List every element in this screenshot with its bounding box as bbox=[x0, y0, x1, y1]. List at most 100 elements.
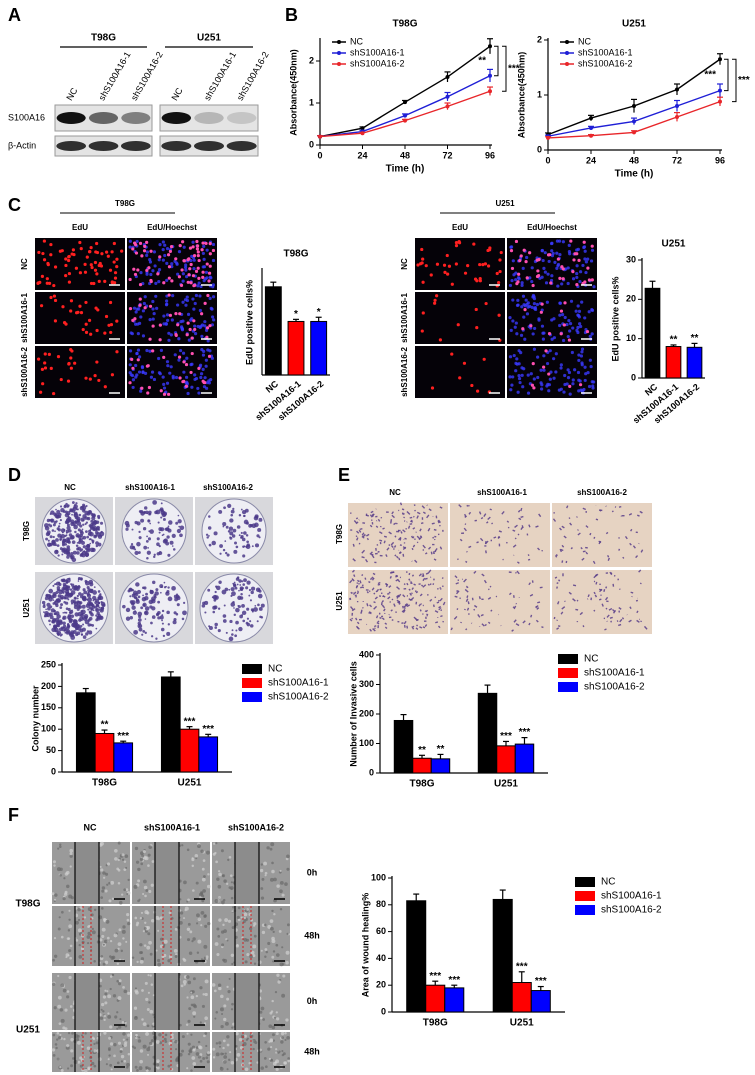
edu-cell bbox=[182, 259, 186, 263]
invaded-cell bbox=[612, 608, 616, 613]
colony bbox=[224, 540, 227, 542]
x-tick-label: 72 bbox=[672, 155, 682, 165]
nucleus bbox=[211, 242, 216, 247]
edu-cell bbox=[162, 281, 166, 285]
invaded-cell bbox=[420, 584, 424, 587]
legend-swatch bbox=[558, 682, 578, 692]
image-column: EdU bbox=[72, 223, 88, 232]
cell-texture bbox=[216, 877, 220, 881]
colony bbox=[67, 551, 69, 554]
colony bbox=[94, 605, 97, 609]
nucleus bbox=[547, 389, 551, 393]
colony bbox=[142, 586, 145, 590]
cell-texture bbox=[81, 1068, 85, 1072]
invaded-cell bbox=[593, 536, 596, 539]
cell-texture bbox=[144, 894, 147, 898]
invaded-cell bbox=[468, 511, 472, 515]
nucleus bbox=[545, 384, 549, 388]
colony bbox=[207, 526, 212, 530]
invaded-cell bbox=[361, 584, 364, 587]
nucleus bbox=[201, 251, 205, 256]
edu-cell bbox=[112, 260, 116, 264]
invaded-cell bbox=[605, 607, 608, 610]
cell-texture bbox=[110, 880, 115, 885]
colony bbox=[157, 600, 161, 604]
cell-texture bbox=[192, 977, 196, 981]
colony bbox=[167, 586, 170, 589]
cell-texture bbox=[282, 974, 286, 978]
cell-texture bbox=[109, 955, 112, 958]
edu-cell bbox=[572, 258, 576, 262]
edu-cell bbox=[70, 349, 74, 353]
cell-texture bbox=[224, 1052, 227, 1055]
cell-texture bbox=[246, 1037, 249, 1040]
nucleus bbox=[154, 281, 158, 285]
cell-texture bbox=[235, 1044, 238, 1048]
colony bbox=[144, 506, 148, 510]
edu-cell bbox=[146, 391, 150, 395]
cell-texture bbox=[271, 861, 274, 865]
nucleus bbox=[163, 243, 167, 247]
bar bbox=[492, 898, 513, 1013]
colony bbox=[223, 506, 226, 510]
nucleus bbox=[586, 371, 590, 375]
invaded-cell bbox=[416, 541, 419, 544]
colony bbox=[48, 588, 54, 594]
nucleus bbox=[578, 379, 582, 383]
cell-texture bbox=[122, 937, 125, 940]
edu-cell bbox=[446, 272, 450, 276]
edu-cell bbox=[49, 366, 53, 370]
cell-texture bbox=[260, 896, 265, 900]
invaded-cell bbox=[450, 627, 453, 631]
colony bbox=[55, 549, 59, 553]
invaded-cell bbox=[407, 525, 411, 529]
invaded-cell bbox=[530, 614, 533, 618]
nucleus bbox=[138, 321, 142, 325]
edu-cell bbox=[416, 263, 420, 267]
invaded-cell bbox=[402, 605, 404, 609]
colony bbox=[99, 593, 102, 596]
invaded-cell bbox=[368, 580, 371, 584]
cell-texture bbox=[180, 984, 184, 988]
cell-texture bbox=[163, 943, 166, 947]
significance: ** bbox=[478, 56, 486, 67]
edu-cell bbox=[89, 246, 93, 250]
colony bbox=[100, 521, 104, 525]
point bbox=[318, 134, 322, 139]
nucleus bbox=[176, 303, 180, 307]
nucleus bbox=[563, 315, 567, 320]
cell-texture bbox=[223, 1060, 227, 1064]
band bbox=[120, 141, 151, 151]
cell-texture bbox=[261, 877, 265, 881]
colony bbox=[46, 594, 52, 599]
edu-cell bbox=[438, 338, 443, 342]
bar bbox=[514, 743, 535, 774]
edu-cell bbox=[147, 385, 152, 390]
invaded-cell bbox=[411, 574, 415, 577]
invaded-cell bbox=[352, 591, 357, 595]
nucleus bbox=[554, 370, 558, 374]
nucleus bbox=[580, 361, 584, 365]
x-tick-label: 24 bbox=[586, 155, 596, 165]
cell-texture bbox=[117, 868, 121, 872]
cell-texture bbox=[189, 1047, 193, 1051]
edu-cell bbox=[201, 270, 205, 274]
edu-cell bbox=[472, 242, 476, 246]
nucleus bbox=[543, 251, 547, 255]
edu-cell bbox=[590, 244, 594, 248]
edu-cell bbox=[454, 244, 459, 248]
colony bbox=[251, 523, 257, 528]
colony bbox=[222, 548, 226, 552]
cell-texture bbox=[144, 910, 149, 915]
edu-cell bbox=[194, 269, 199, 273]
colony bbox=[65, 592, 70, 596]
colony bbox=[56, 509, 61, 514]
edu-cell bbox=[134, 251, 139, 255]
edu-cell bbox=[93, 374, 97, 378]
invaded-cell bbox=[353, 574, 356, 577]
colony bbox=[74, 530, 77, 534]
edu-cell bbox=[42, 239, 46, 243]
colony bbox=[88, 601, 94, 607]
invaded-cell bbox=[528, 582, 531, 586]
cell-texture bbox=[221, 900, 225, 905]
